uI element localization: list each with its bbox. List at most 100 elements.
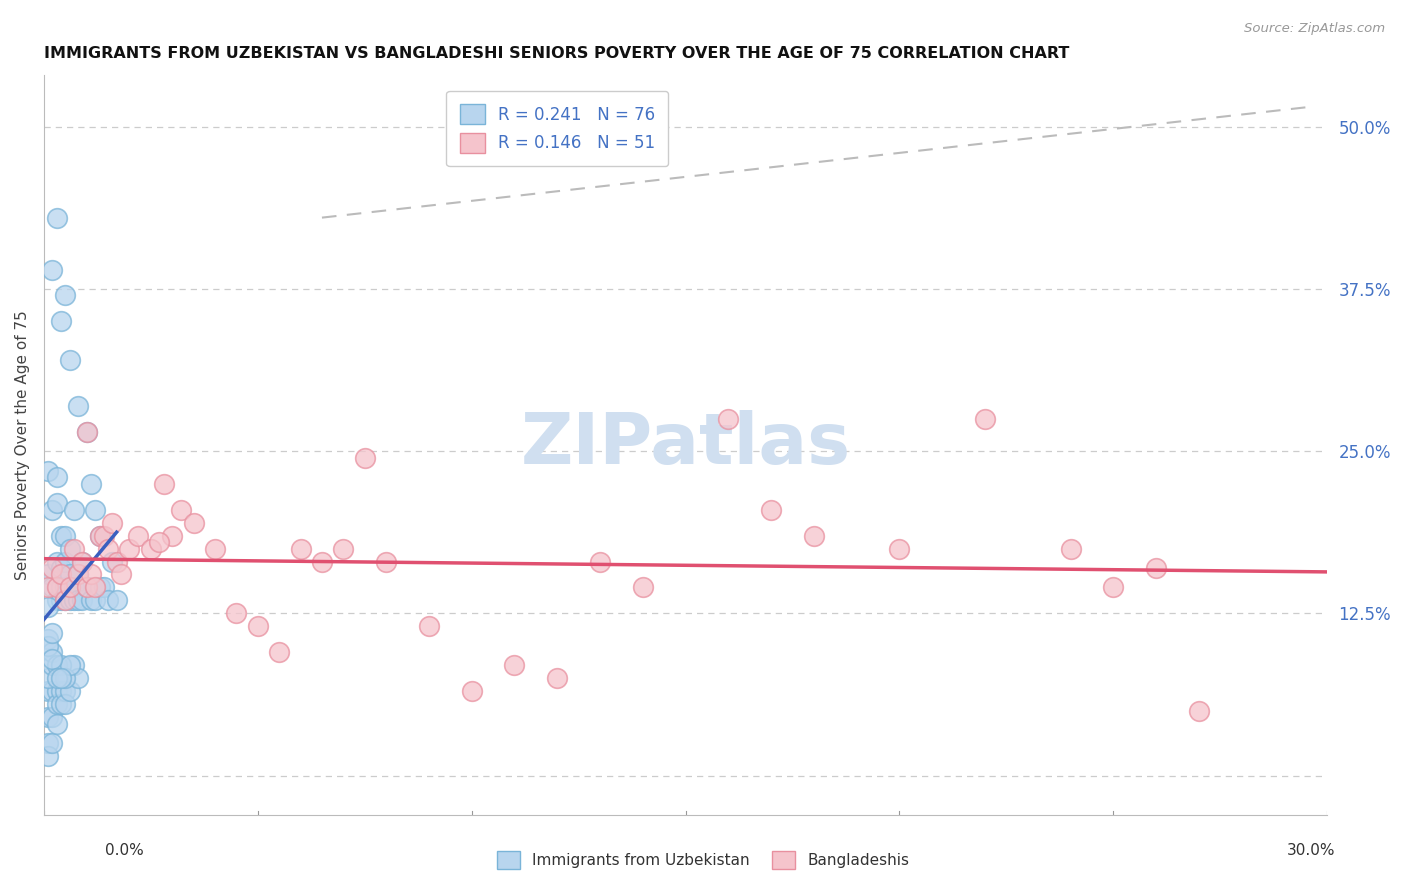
Point [49,581,72,595]
Point [152,476,174,491]
Point [58,567,80,582]
Point [67,593,90,607]
Point [49,528,72,542]
Point [37,464,59,478]
Point [183,516,205,530]
Point [311,554,333,568]
Legend: R = 0.241   N = 76, R = 0.146   N = 51: R = 0.241 N = 76, R = 0.146 N = 51 [446,91,668,166]
Point [76,581,98,595]
Point [105,593,128,607]
Point [80,567,103,582]
Point [290,541,312,556]
Point [53,671,76,685]
Point [49,567,72,582]
Point [37,671,59,685]
Point [45,698,67,712]
Point [41,710,63,724]
Point [889,541,911,556]
Point [67,399,90,413]
Point [49,314,72,328]
Point [53,528,76,542]
Point [45,581,67,595]
Point [41,502,63,516]
Point [76,581,98,595]
Point [1102,581,1125,595]
Point [37,567,59,582]
Text: 0.0%: 0.0% [105,843,145,858]
Point [67,567,90,582]
Point [37,599,59,614]
Point [546,671,568,685]
Point [139,541,162,556]
Point [41,652,63,666]
Point [45,496,67,510]
Point [53,554,76,568]
Point [460,684,482,698]
Point [170,502,193,516]
Point [58,581,80,595]
Point [53,698,76,712]
Point [89,581,111,595]
Point [53,593,76,607]
Point [53,593,76,607]
Legend: Immigrants from Uzbekistan, Bangladeshis: Immigrants from Uzbekistan, Bangladeshis [491,845,915,875]
Point [41,658,63,673]
Point [45,470,67,484]
Point [84,581,107,595]
Point [101,554,124,568]
Point [1059,541,1081,556]
Point [72,593,94,607]
Point [45,658,67,673]
Point [1144,561,1167,575]
Point [41,262,63,277]
Point [503,658,526,673]
Point [72,554,94,568]
Point [332,541,354,556]
Point [101,516,124,530]
Point [717,411,740,425]
Point [49,684,72,698]
Point [76,425,98,439]
Point [160,528,183,542]
Point [37,749,59,764]
Point [97,593,120,607]
Point [418,619,440,633]
Point [41,561,63,575]
Point [37,639,59,653]
Point [72,554,94,568]
Point [41,684,63,698]
Point [67,671,90,685]
Text: 30.0%: 30.0% [1288,843,1336,858]
Point [93,581,115,595]
Point [974,411,997,425]
Point [63,581,86,595]
Point [53,288,76,302]
Point [118,541,141,556]
Point [803,528,825,542]
Point [127,528,149,542]
Point [49,658,72,673]
Point [84,593,107,607]
Point [49,698,72,712]
Point [37,710,59,724]
Point [89,528,111,542]
Point [353,450,375,465]
Point [63,541,86,556]
Point [49,561,72,575]
Point [759,502,782,516]
Point [110,567,132,582]
Point [37,581,59,595]
Y-axis label: Seniors Poverty Over the Age of 75: Seniors Poverty Over the Age of 75 [15,310,30,580]
Point [45,684,67,698]
Point [41,581,63,595]
Point [631,581,654,595]
Point [45,211,67,225]
Point [375,554,398,568]
Point [45,593,67,607]
Point [80,593,103,607]
Point [58,658,80,673]
Point [45,716,67,731]
Point [41,626,63,640]
Point [63,502,86,516]
Point [37,736,59,750]
